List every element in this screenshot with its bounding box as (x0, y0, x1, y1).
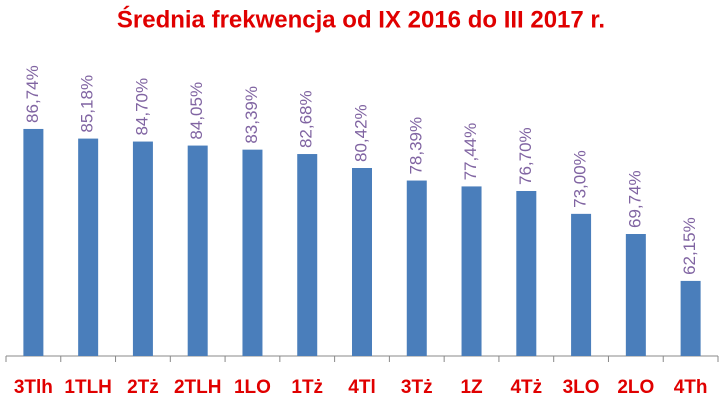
bar (680, 280, 701, 356)
value-label: 73,00% (571, 150, 590, 208)
value-label: 62,15% (680, 217, 699, 275)
bar (132, 141, 153, 356)
x-tick-label: 3Tlh (14, 377, 53, 398)
x-tick-label: 1LO (234, 377, 271, 398)
x-tick-label: 1Z (460, 377, 483, 398)
bar (516, 190, 537, 356)
x-tick-label: 4Tż (510, 377, 542, 398)
x-tick-label: 3LO (563, 377, 600, 398)
bar (406, 180, 427, 356)
value-label: 85,18% (78, 75, 97, 133)
bar (461, 186, 482, 356)
value-label: 69,74% (625, 170, 644, 228)
bar (78, 138, 99, 356)
x-tick-label: 2TLH (174, 377, 222, 398)
x-tick-label: 2Tż (127, 377, 159, 398)
value-label: 82,68% (297, 90, 316, 148)
x-tick-label: 3Tż (401, 377, 433, 398)
value-label: 84,70% (132, 78, 151, 136)
bar (625, 234, 646, 356)
value-label: 83,39% (242, 86, 261, 144)
value-label: 80,42% (351, 104, 370, 162)
x-tick-label: 4Th (674, 377, 708, 398)
x-tick-label: 4Tl (348, 377, 375, 398)
x-tick-label: 1TLH (64, 377, 112, 398)
x-tick-label: 1Tż (291, 377, 323, 398)
bar (297, 154, 318, 356)
value-label: 78,39% (406, 117, 425, 175)
value-label: 84,05% (187, 82, 206, 140)
x-tick-label: 2LO (617, 377, 654, 398)
value-label: 77,44% (461, 123, 480, 181)
value-label: 76,70% (516, 127, 535, 185)
value-label: 86,74% (23, 65, 42, 123)
bar (352, 168, 372, 356)
bar (23, 128, 44, 356)
bar (571, 213, 592, 356)
bar (242, 149, 263, 356)
chart-title: Średnia frekwencja od IX 2016 do III 201… (117, 5, 605, 33)
bar (187, 145, 208, 356)
